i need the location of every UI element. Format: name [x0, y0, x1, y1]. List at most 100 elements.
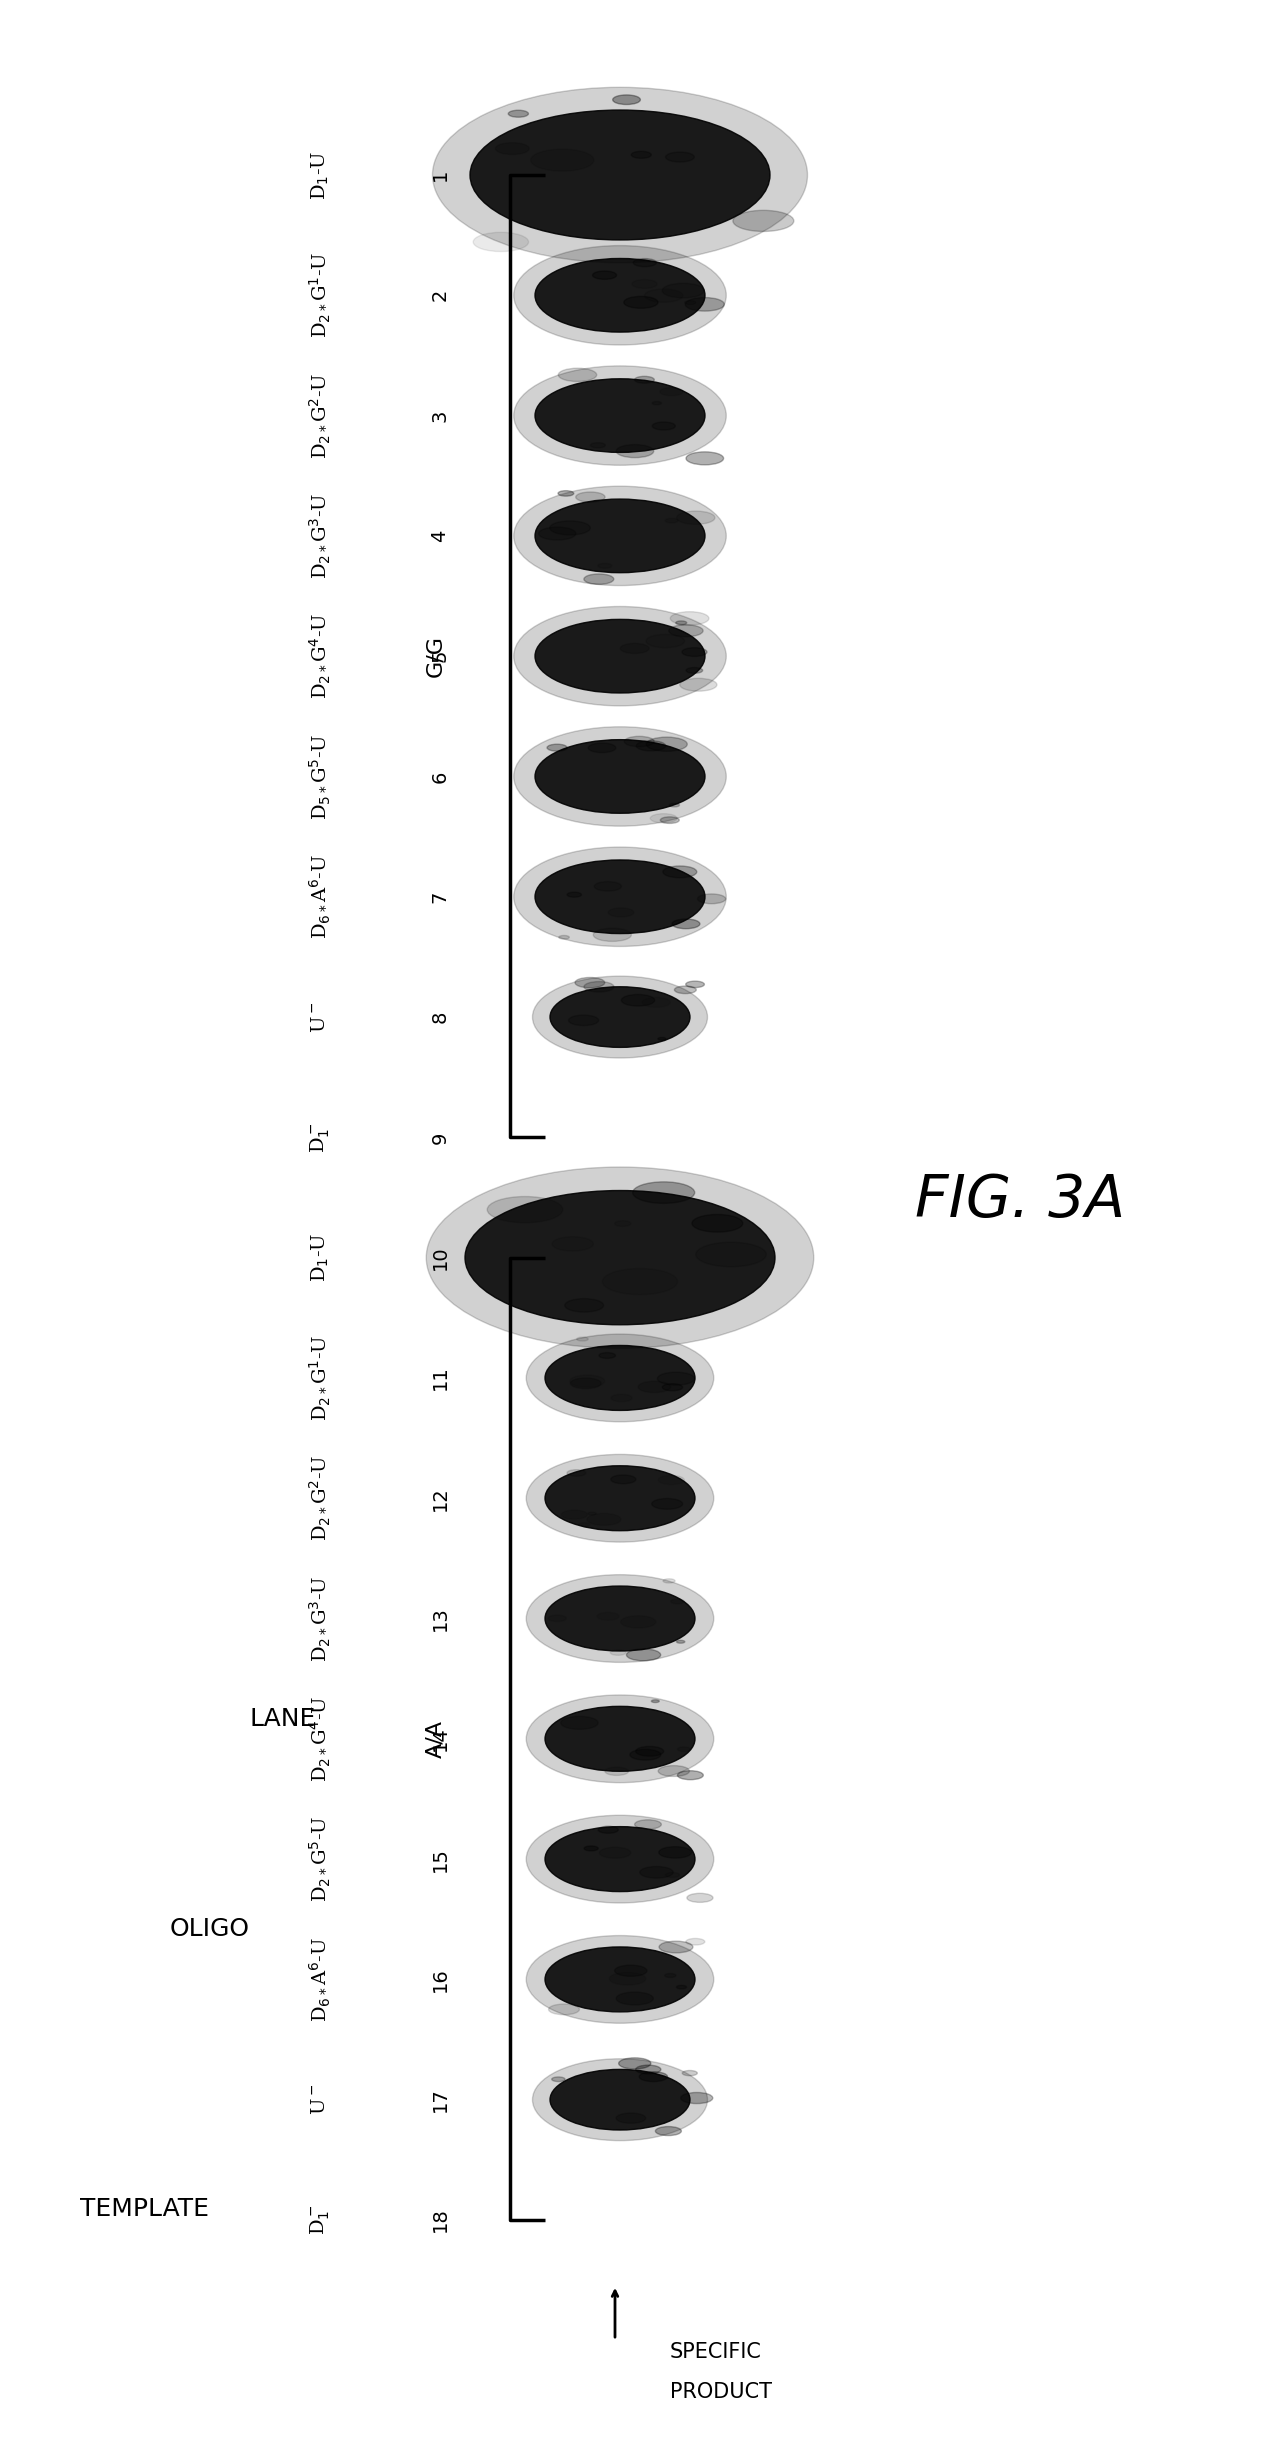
Ellipse shape [621, 1615, 656, 1627]
Ellipse shape [536, 378, 706, 451]
Ellipse shape [665, 1873, 680, 1878]
Ellipse shape [536, 500, 706, 573]
Ellipse shape [567, 1471, 586, 1476]
Text: 3: 3 [430, 410, 449, 422]
Ellipse shape [514, 846, 726, 946]
Ellipse shape [678, 1771, 703, 1780]
Ellipse shape [584, 1846, 598, 1851]
Ellipse shape [669, 624, 703, 637]
Ellipse shape [548, 1615, 566, 1622]
Ellipse shape [549, 988, 690, 1046]
Ellipse shape [561, 1717, 598, 1729]
Ellipse shape [561, 1510, 588, 1519]
Text: D$_{5*}$G$^5$-U: D$_{5*}$G$^5$-U [307, 734, 332, 820]
Text: D$_{2*}$G$^1$-U: D$_{2*}$G$^1$-U [307, 1334, 332, 1422]
Text: SPECIFIC: SPECIFIC [670, 2341, 761, 2363]
Ellipse shape [695, 1241, 766, 1266]
Ellipse shape [636, 1746, 664, 1756]
Ellipse shape [670, 612, 709, 624]
Ellipse shape [593, 271, 617, 280]
Ellipse shape [609, 1973, 646, 1985]
Ellipse shape [614, 1966, 647, 1976]
Ellipse shape [685, 1939, 704, 1944]
Text: 13: 13 [430, 1607, 449, 1632]
Ellipse shape [676, 1985, 687, 1988]
Ellipse shape [617, 444, 654, 459]
Text: D$_{2*}$G$^4$-U: D$_{2*}$G$^4$-U [307, 612, 332, 700]
Text: D$_{2*}$G$^1$-U: D$_{2*}$G$^1$-U [307, 251, 332, 339]
Ellipse shape [588, 1515, 621, 1524]
Ellipse shape [570, 1376, 605, 1388]
Ellipse shape [657, 1037, 666, 1039]
Ellipse shape [589, 744, 615, 754]
Ellipse shape [549, 522, 590, 534]
Ellipse shape [622, 995, 655, 1005]
Ellipse shape [657, 1373, 694, 1385]
Ellipse shape [610, 1476, 636, 1483]
Ellipse shape [588, 1512, 596, 1515]
Text: FIG. 3A: FIG. 3A [915, 1171, 1126, 1229]
Ellipse shape [669, 802, 679, 807]
Ellipse shape [590, 441, 605, 449]
Ellipse shape [558, 490, 574, 495]
Ellipse shape [676, 622, 687, 624]
Ellipse shape [599, 1846, 631, 1859]
Ellipse shape [662, 1383, 683, 1390]
Ellipse shape [634, 376, 655, 383]
Text: 10: 10 [430, 1246, 449, 1271]
Ellipse shape [569, 1015, 599, 1024]
Ellipse shape [619, 2059, 651, 2068]
Ellipse shape [552, 2078, 565, 2080]
Ellipse shape [680, 678, 717, 690]
Text: D$_{2*}$G$^2$-U: D$_{2*}$G$^2$-U [307, 373, 332, 459]
Ellipse shape [598, 1612, 619, 1619]
Ellipse shape [514, 607, 726, 705]
Ellipse shape [638, 1380, 670, 1393]
Ellipse shape [594, 929, 632, 941]
Ellipse shape [676, 1641, 685, 1644]
Ellipse shape [617, 1993, 654, 2005]
Ellipse shape [544, 1585, 695, 1651]
Ellipse shape [533, 2059, 708, 2141]
Ellipse shape [527, 1937, 713, 2024]
Ellipse shape [652, 1498, 683, 1510]
Ellipse shape [527, 1454, 713, 1541]
Ellipse shape [617, 2112, 646, 2124]
Ellipse shape [584, 980, 614, 993]
Ellipse shape [660, 817, 679, 824]
Ellipse shape [660, 388, 683, 395]
Ellipse shape [571, 1378, 602, 1388]
Ellipse shape [599, 1354, 615, 1359]
Ellipse shape [651, 1700, 660, 1702]
Text: D$_1^-$: D$_1^-$ [308, 1122, 331, 1154]
Ellipse shape [671, 1600, 684, 1605]
Ellipse shape [470, 110, 770, 239]
Ellipse shape [698, 895, 726, 905]
Text: D$_1$-U: D$_1$-U [310, 1234, 331, 1283]
Ellipse shape [473, 232, 529, 251]
Ellipse shape [683, 2071, 698, 2076]
Ellipse shape [685, 980, 704, 988]
Text: OLIGO: OLIGO [170, 1917, 250, 1941]
Text: D$_{2*}$G$^5$-U: D$_{2*}$G$^5$-U [307, 1817, 332, 1902]
Ellipse shape [646, 737, 688, 751]
Ellipse shape [530, 149, 594, 171]
Ellipse shape [426, 1166, 813, 1349]
Ellipse shape [659, 1941, 693, 1954]
Ellipse shape [544, 1827, 695, 1893]
Ellipse shape [659, 1846, 692, 1859]
Ellipse shape [640, 1866, 673, 1878]
Ellipse shape [621, 644, 648, 654]
Ellipse shape [514, 246, 726, 344]
Text: U$^-$: U$^-$ [311, 2083, 329, 2115]
Ellipse shape [685, 298, 725, 312]
Ellipse shape [527, 1695, 713, 1783]
Text: 17: 17 [430, 2088, 449, 2112]
Ellipse shape [544, 1346, 695, 1410]
Text: A/A: A/A [425, 1719, 445, 1759]
Ellipse shape [533, 976, 708, 1059]
Ellipse shape [495, 144, 529, 154]
Ellipse shape [433, 88, 807, 263]
Ellipse shape [687, 668, 703, 673]
Ellipse shape [612, 1395, 632, 1402]
